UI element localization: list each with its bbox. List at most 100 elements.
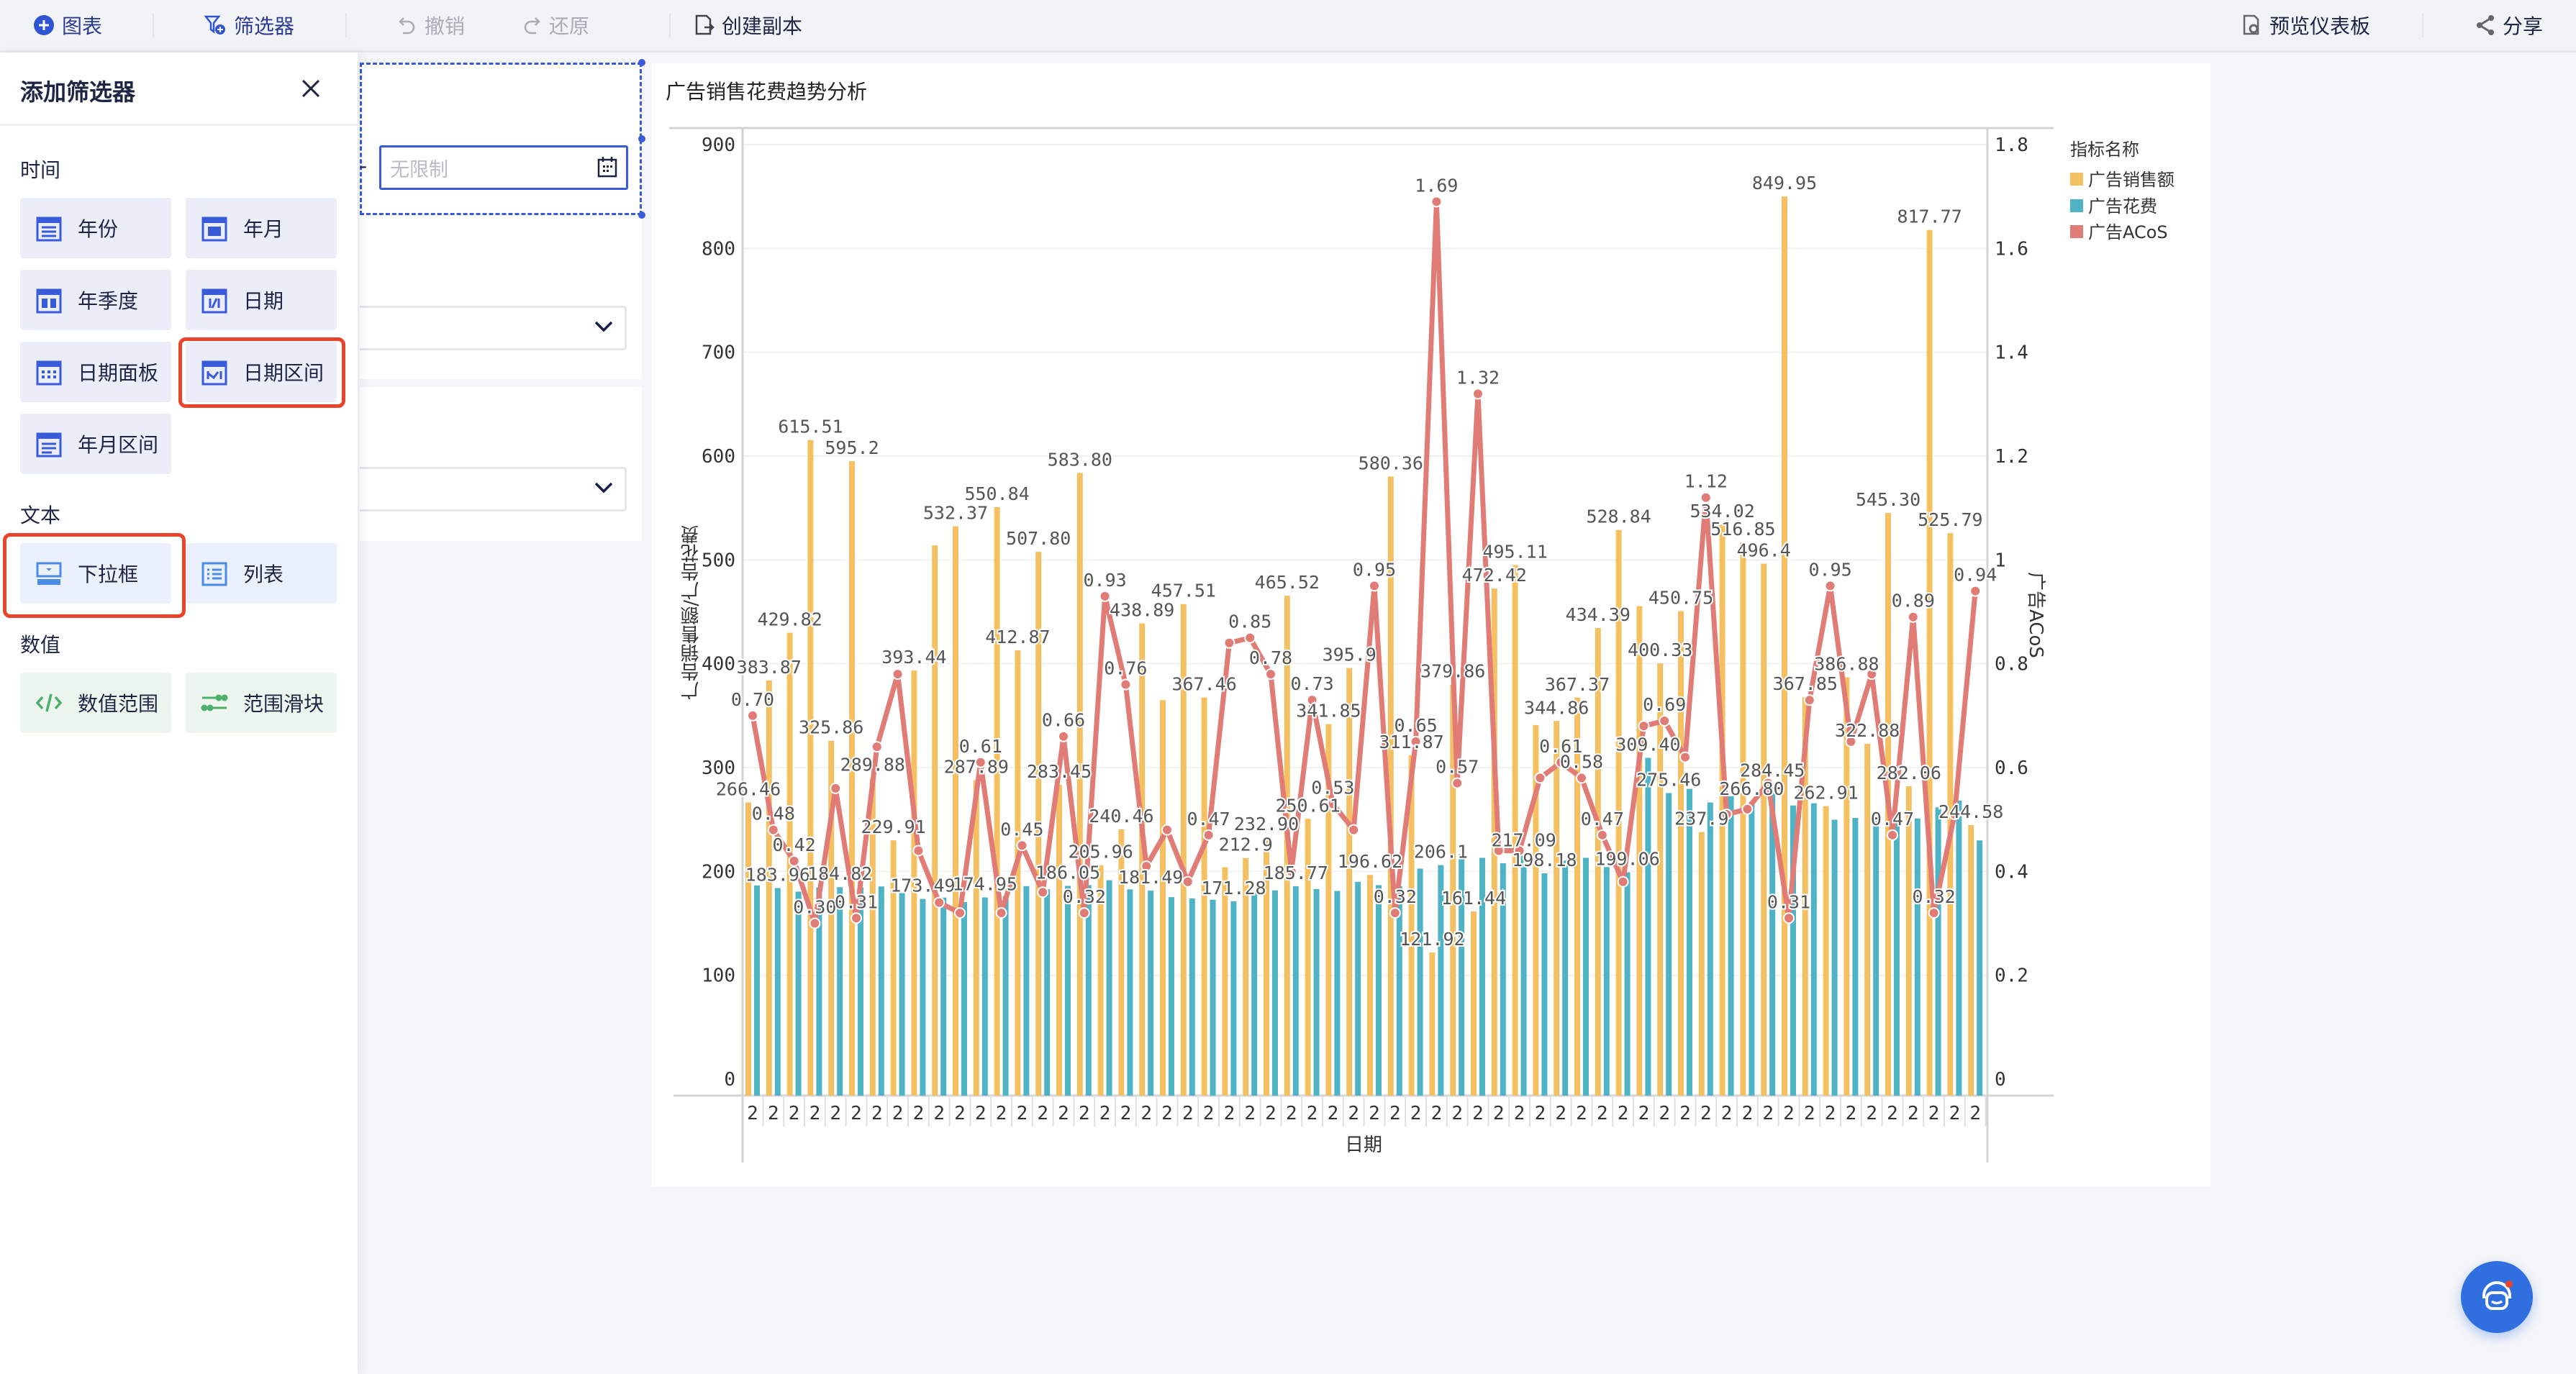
sales-data-label: 395.9	[1323, 645, 1377, 665]
resize-handle[interactable]	[638, 59, 645, 66]
close-icon[interactable]	[296, 74, 325, 103]
spend-bar	[1355, 881, 1361, 1096]
x-tick-label: 2	[1472, 1103, 1484, 1124]
add-filter-button[interactable]: 筛选器	[204, 10, 294, 40]
legend-swatch-sales	[2070, 173, 2083, 186]
acos-point	[1369, 580, 1380, 592]
acos-point	[1327, 798, 1339, 810]
x-tick-label: 2	[913, 1103, 925, 1124]
filter-type-year-month[interactable]: 年月	[186, 198, 337, 258]
x-tick-label: 2	[1037, 1103, 1048, 1124]
code-brackets-icon	[35, 693, 63, 712]
spend-bar	[1044, 889, 1051, 1096]
sales-bar	[745, 802, 751, 1096]
filter-type-dropdown[interactable]: 下拉框	[20, 543, 171, 604]
filter-type-year-month-range[interactable]: 年月区间	[20, 414, 171, 474]
sales-bar	[1636, 606, 1643, 1096]
legend-label-sales[interactable]: 广告销售额	[2088, 170, 2174, 190]
sales-bar	[849, 460, 855, 1096]
panel-title: 添加筛选器	[20, 78, 136, 106]
redo-button[interactable]: 还原	[522, 10, 589, 40]
acos-point	[1928, 907, 1940, 919]
sales-bar	[953, 526, 958, 1096]
legend-title: 指标名称	[2070, 140, 2139, 160]
add-chart-button[interactable]: 图表	[33, 10, 102, 40]
spend-bar	[754, 885, 760, 1096]
toolbar-divider	[2422, 13, 2423, 37]
dropdown-select[interactable]	[360, 467, 627, 511]
x-tick-label: 2	[1058, 1103, 1069, 1124]
sales-bar	[1595, 628, 1601, 1096]
x-tick-label: 2	[975, 1103, 987, 1124]
legend-label-acos[interactable]: 广告ACoS	[2088, 222, 2168, 242]
spend-bar	[981, 897, 988, 1096]
acos-data-label: 0.45	[1000, 819, 1043, 840]
duplicate-button[interactable]: 创建副本	[694, 10, 802, 40]
acos-point	[1555, 756, 1567, 768]
acos-point	[1140, 860, 1153, 873]
acos-data-label: 0.47	[1871, 809, 1914, 829]
sales-bar	[1450, 684, 1456, 1096]
spend-bar	[1002, 896, 1009, 1096]
filter-type-label: 日期	[243, 289, 284, 313]
sales-data-label: 583.80	[1048, 449, 1112, 470]
acos-point	[871, 741, 883, 753]
sales-data-label: 528.84	[1586, 506, 1651, 527]
x-tick-label: 2	[1161, 1103, 1173, 1124]
acos-point	[1389, 907, 1401, 919]
spend-bar	[1666, 793, 1672, 1096]
resize-handle[interactable]	[638, 211, 645, 219]
dropdown-select[interactable]	[360, 306, 627, 350]
sales-data-label: 400.33	[1628, 640, 1692, 660]
y-tick-label: 600	[702, 446, 735, 468]
legend-label-spend[interactable]: 广告花费	[2088, 196, 2157, 217]
spend-bar	[1085, 885, 1092, 1096]
x-tick-label: 2	[1742, 1103, 1754, 1124]
acos-point	[1078, 907, 1090, 919]
y2-tick-label: 0.6	[1995, 757, 2028, 779]
filter-type-year-quarter[interactable]: 年季度	[20, 270, 171, 330]
spend-bar	[1127, 889, 1133, 1096]
resize-handle[interactable]	[638, 135, 645, 142]
y2-tick-label: 1.2	[1995, 446, 2028, 468]
chat-support-button[interactable]	[2461, 1261, 2533, 1333]
filter-type-label: 范围滑块	[243, 692, 325, 716]
sales-bar	[1615, 529, 1622, 1096]
acos-point	[809, 917, 821, 929]
filter-type-label: 年月	[243, 217, 284, 241]
sales-bar	[1076, 473, 1083, 1096]
sales-bar	[1905, 786, 1912, 1096]
filter-type-range-slider[interactable]: 范围滑块	[186, 673, 337, 733]
x-tick-label: 2	[1908, 1103, 1919, 1124]
sales-bar	[1325, 724, 1332, 1096]
share-button[interactable]: 分享	[2475, 10, 2543, 40]
spend-bar	[1790, 805, 1796, 1096]
dropdown-filter-widget[interactable]	[360, 387, 642, 541]
sales-data-label: 595.2	[825, 437, 879, 458]
filter-type-list[interactable]: 列表	[186, 543, 337, 604]
undo-icon	[399, 17, 415, 35]
x-tick-label: 2	[1182, 1103, 1194, 1124]
spend-bar	[1541, 873, 1548, 1096]
undo-button[interactable]: 撤销	[397, 10, 465, 40]
sales-bar	[1843, 677, 1850, 1096]
acos-point	[995, 907, 1007, 919]
sales-data-label: 393.44	[881, 647, 946, 668]
filter-type-date-panel[interactable]: 日期面板	[20, 342, 171, 402]
x-axis-title: 日期	[1345, 1134, 1382, 1156]
filter-type-number-range[interactable]: 数值范围	[20, 673, 171, 733]
calendar-icon[interactable]	[597, 156, 617, 178]
spend-bar	[1230, 901, 1237, 1096]
sales-bar	[1512, 565, 1518, 1096]
acos-point	[1223, 637, 1235, 649]
spend-bar	[1977, 840, 1983, 1096]
filter-type-date-range[interactable]: 日期区间	[186, 342, 337, 402]
date-end-input[interactable]: 无限制	[379, 145, 628, 190]
filter-type-date[interactable]: 日期	[186, 270, 337, 330]
sales-bar	[1180, 604, 1187, 1096]
spend-bar	[837, 887, 843, 1096]
highlight-box	[178, 337, 345, 408]
preview-dashboard-button[interactable]: 预览仪表板	[2242, 10, 2370, 40]
spend-bar	[1148, 891, 1154, 1096]
filter-type-year[interactable]: 年份	[20, 198, 171, 258]
